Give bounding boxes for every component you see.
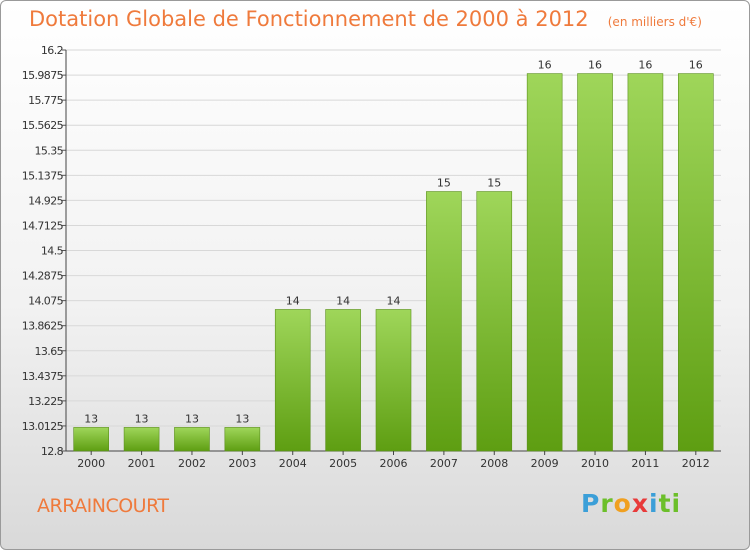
y-tick-label: 13.0125 (22, 420, 64, 433)
y-tick-label: 13.225 (28, 395, 63, 408)
data-label-2004: 14 (286, 294, 300, 307)
y-tick-label: 14.5 (41, 245, 64, 258)
data-label-2000: 13 (84, 412, 98, 425)
y-tick-label: 14.2875 (22, 270, 64, 283)
data-label-2001: 13 (135, 412, 149, 425)
proxiti-logo: Proxiti (581, 489, 682, 518)
x-tick-label-2007: 2007 (430, 457, 458, 470)
x-tick-label-2008: 2008 (480, 457, 508, 470)
data-label-2005: 14 (336, 294, 350, 307)
y-tick-label: 14.075 (28, 295, 63, 308)
bar-2001 (123, 427, 160, 452)
data-label-2010: 16 (588, 59, 602, 72)
x-tick-label-2000: 2000 (77, 457, 105, 470)
x-tick-label-2010: 2010 (581, 457, 609, 470)
x-tick-label-2011: 2011 (631, 457, 659, 470)
bar-2005 (325, 309, 361, 452)
y-tick-label: 13.65 (35, 345, 64, 358)
data-label-2011: 16 (638, 59, 652, 72)
bar-2012 (678, 73, 714, 452)
y-tick-label: 15.5625 (22, 119, 64, 132)
data-label-2006: 14 (387, 294, 401, 307)
x-tick-label-2004: 2004 (279, 457, 307, 470)
x-tick-label-2005: 2005 (329, 457, 357, 470)
bar-2006 (375, 309, 412, 452)
data-label-2007: 15 (437, 177, 451, 190)
y-tick-label: 15.775 (28, 94, 63, 107)
chart-title-block: Dotation Globale de Fonctionnement de 20… (29, 7, 702, 31)
x-tick-label-2001: 2001 (128, 457, 156, 470)
bar-2011 (627, 73, 664, 452)
bar-2002 (174, 427, 210, 452)
y-tick-label: 15.1375 (22, 169, 64, 182)
y-tick-label: 15.35 (35, 144, 64, 157)
y-tick-label: 12.8 (41, 445, 64, 458)
x-tick-label-2003: 2003 (228, 457, 256, 470)
data-label-2009: 16 (538, 59, 552, 72)
y-tick-label: 13.4375 (22, 370, 64, 383)
y-tick-label: 14.925 (28, 194, 63, 207)
y-tick-label: 14.7125 (22, 219, 64, 232)
bar-2008 (476, 191, 513, 452)
chart-unit: (en milliers d'€) (607, 15, 702, 29)
y-tick-label: 13.8625 (22, 320, 64, 333)
commune-name: ARRAINCOURT (37, 495, 169, 517)
bar-2000 (73, 427, 109, 452)
bar-2003 (224, 427, 261, 452)
x-tick-label-2006: 2006 (380, 457, 408, 470)
data-label-2002: 13 (185, 412, 199, 425)
data-label-2012: 16 (689, 59, 703, 72)
y-tick-label: 16.2 (41, 44, 63, 57)
bar-2007 (426, 191, 462, 452)
bar-2004 (274, 309, 311, 452)
bar-2010 (577, 73, 613, 452)
x-tick-label-2009: 2009 (531, 457, 559, 470)
x-tick-label-2012: 2012 (682, 457, 710, 470)
data-label-2003: 13 (235, 412, 249, 425)
x-tick-label-2002: 2002 (178, 457, 206, 470)
y-tick-label: 15.9875 (22, 69, 64, 82)
bar-2009 (526, 73, 563, 452)
chart-title: Dotation Globale de Fonctionnement de 20… (29, 7, 589, 31)
data-label-2008: 15 (487, 177, 501, 190)
